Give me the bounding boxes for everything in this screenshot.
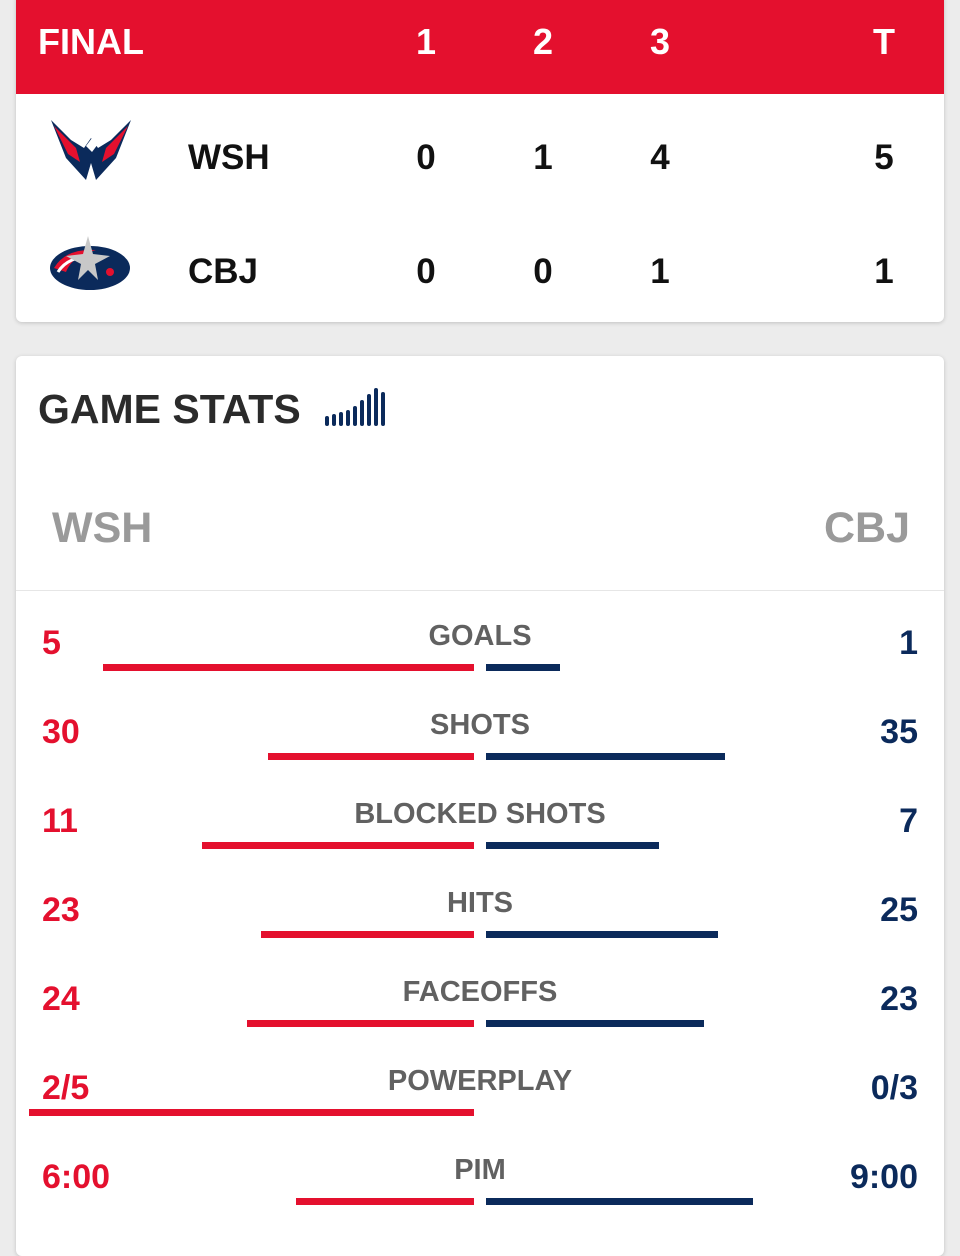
home-stat-bar	[246, 1020, 474, 1027]
away-stat-bar	[486, 1020, 704, 1027]
period-3-score: 4	[650, 138, 670, 177]
home-stat-value: 23	[42, 891, 80, 929]
away-stat-bar	[486, 664, 561, 671]
capitals-logo-icon	[51, 120, 131, 180]
home-stat-bar	[29, 1109, 474, 1116]
total-header: T	[873, 21, 895, 62]
blue-jackets-logo-icon	[50, 236, 130, 290]
team-row-wsh[interactable]: WSH 0 1 4 5	[16, 100, 944, 200]
stat-row-goals: 5 GOALS 1	[16, 620, 944, 709]
home-team-label: WSH	[52, 504, 153, 552]
away-stat-value: 23	[880, 980, 918, 1018]
home-stat-bar	[260, 931, 474, 938]
away-stat-value: 9:00	[849, 1158, 918, 1196]
period-3-header: 3	[649, 21, 671, 62]
total-score: 5	[874, 138, 894, 177]
stat-name: POWERPLAY	[387, 1065, 573, 1097]
team-abbr: WSH	[188, 138, 270, 177]
home-stat-value: 11	[42, 802, 78, 840]
game-stats-card: GAME STATS WSH CBJ 5 GOALS 1 30 SHOTS 35 11 BLO…	[16, 356, 944, 1256]
home-stat-value: 5	[42, 624, 61, 662]
period-1-score: 0	[416, 138, 436, 177]
team-abbr: CBJ	[188, 252, 259, 291]
away-stat-value: 1	[899, 624, 918, 662]
away-stat-bar	[486, 931, 718, 938]
period-2-header: 2	[532, 21, 554, 62]
away-stat-bar	[486, 842, 660, 849]
away-team-label: CBJ	[823, 504, 910, 552]
stat-row-faceoffs: 24 FACEOFFS 23	[16, 976, 944, 1065]
scoreboard-header: FINAL 1 2 3 T	[16, 0, 944, 94]
home-stat-value: 24	[42, 980, 80, 1018]
home-stat-value: 6:00	[42, 1158, 111, 1196]
period-2-score: 0	[533, 252, 553, 291]
stat-row-powerplay: 2/5 POWERPLAY 0/3	[16, 1065, 944, 1154]
away-stat-value: 35	[880, 713, 918, 751]
stat-name: HITS	[446, 887, 514, 919]
period-1-score: 0	[416, 252, 436, 291]
stat-name: SHOTS	[430, 709, 530, 741]
home-stat-value: 30	[42, 713, 80, 751]
period-3-score: 1	[650, 252, 670, 291]
total-score: 1	[874, 252, 894, 291]
away-stat-bar	[486, 1198, 753, 1205]
away-stat-value: 25	[880, 891, 918, 929]
home-stat-bar	[103, 664, 474, 671]
stat-name: FACEOFFS	[402, 976, 558, 1008]
team-row-cbj[interactable]: CBJ 0 0 1 1	[16, 214, 944, 314]
scoreboard-card: FINAL 1 2 3 T WSH 0 1 4 5 CBJ 0 0 1 1	[16, 0, 944, 322]
game-status: FINAL	[38, 21, 144, 62]
home-stat-value: 2/5	[42, 1069, 90, 1107]
stat-name: PIM	[454, 1154, 506, 1186]
divider	[16, 590, 944, 591]
period-1-header: 1	[415, 21, 437, 62]
home-stat-bar	[268, 753, 474, 760]
home-stat-bar	[296, 1198, 474, 1205]
period-2-score: 1	[533, 138, 553, 177]
stat-row-pim: 6:00 PIM 9:00	[16, 1154, 944, 1243]
bar-chart-icon[interactable]	[324, 386, 386, 428]
away-stat-value: 0/3	[870, 1069, 918, 1107]
away-stat-value: 7	[899, 802, 918, 840]
stat-row-shots: 30 SHOTS 35	[16, 709, 944, 798]
stat-name: BLOCKED SHOTS	[354, 798, 606, 830]
home-stat-bar	[202, 842, 474, 849]
game-stats-title: GAME STATS	[38, 386, 301, 432]
stat-name: GOALS	[428, 620, 532, 652]
stat-row-hits: 23 HITS 25	[16, 887, 944, 976]
stat-row-blocked-shots: 11 BLOCKED SHOTS 7	[16, 798, 944, 887]
away-stat-bar	[486, 753, 726, 760]
